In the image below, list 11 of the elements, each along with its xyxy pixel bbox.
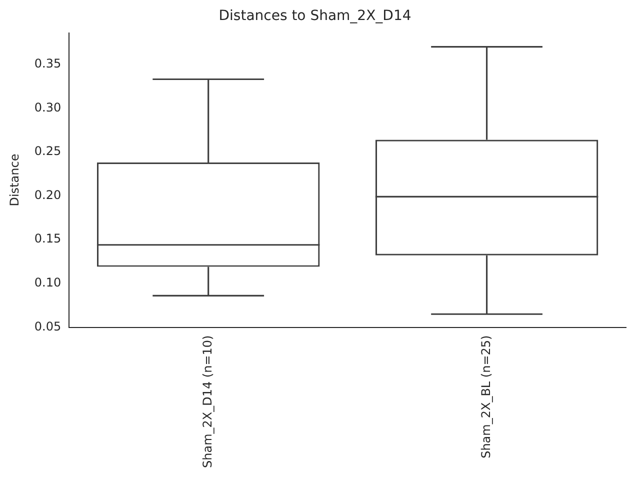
x-tick-label: Sham_2X_D14 (n=10) [200,335,214,468]
chart-title: Distances to Sham_2X_D14 [218,8,412,24]
y-tick-label: 0.15 [34,232,62,246]
y-axis-title: Distance [7,154,22,206]
y-tick-label: 0.05 [34,319,62,334]
y-tick-label: 0.10 [34,276,62,290]
x-tick-label: Sham_2X_BL (n=25) [478,335,493,458]
y-tick-label: 0.30 [34,100,62,114]
y-tick-label: 0.35 [34,56,62,70]
y-tick-label: 0.20 [34,188,62,202]
y-tick-label: 0.25 [34,144,62,158]
